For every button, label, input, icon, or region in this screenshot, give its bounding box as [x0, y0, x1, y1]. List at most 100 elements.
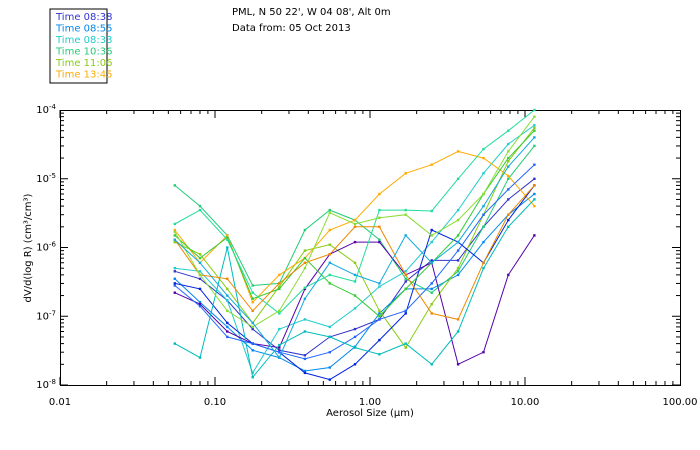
- data-point: [456, 249, 460, 252]
- data-point: [404, 234, 407, 237]
- data-point: [507, 150, 510, 153]
- data-point: [353, 225, 357, 228]
- data-point: [173, 184, 176, 187]
- data-point: [303, 287, 307, 291]
- data-point: [430, 163, 433, 166]
- data-point: [251, 309, 254, 312]
- data-point: [173, 267, 176, 270]
- data-point: [533, 198, 536, 201]
- y-axis-label: dV/d(log R) (cm³/cm³): [23, 193, 34, 302]
- data-point: [198, 301, 202, 304]
- legend-entry: Time 08:33: [55, 35, 112, 46]
- x-tick-label: 1.00: [359, 397, 381, 408]
- x-tick-label: 0.01: [49, 397, 71, 408]
- data-point: [278, 327, 281, 331]
- data-point: [430, 240, 433, 244]
- data-point: [173, 277, 176, 280]
- x-axis-label: Aerosol Size (μm): [326, 408, 414, 419]
- data-point: [251, 291, 254, 294]
- data-point: [430, 234, 433, 237]
- data-point: [507, 273, 510, 277]
- data-point: [456, 259, 460, 262]
- data-point: [198, 270, 202, 273]
- data-point: [226, 335, 229, 339]
- data-point: [456, 273, 460, 277]
- data-point: [303, 228, 307, 232]
- data-point: [507, 177, 510, 180]
- data-point: [173, 240, 176, 244]
- data-point: [278, 312, 281, 315]
- data-point: [353, 335, 357, 339]
- data-point: [226, 325, 229, 329]
- data-point: [328, 208, 331, 212]
- data-point: [226, 234, 229, 237]
- data-point: [507, 213, 510, 216]
- data-point: [278, 343, 281, 347]
- data-point: [251, 342, 254, 345]
- data-point: [278, 346, 281, 349]
- data-point: [278, 356, 281, 359]
- data-point: [404, 312, 407, 315]
- data-point: [456, 218, 460, 222]
- series-lines: [173, 108, 536, 381]
- series-line: [174, 109, 535, 315]
- data-point: [328, 282, 331, 285]
- data-point: [533, 124, 536, 127]
- data-point: [251, 284, 254, 287]
- data-point: [378, 238, 381, 241]
- legend-box: [49, 8, 108, 84]
- data-point: [173, 342, 176, 345]
- data-point: [303, 354, 307, 357]
- data-point: [456, 267, 460, 270]
- x-tick-label: 0.10: [204, 397, 226, 408]
- data-point: [378, 309, 381, 312]
- data-point: [507, 188, 510, 191]
- data-point: [251, 321, 254, 325]
- data-point: [430, 261, 433, 264]
- data-point: [456, 363, 460, 366]
- header-location: PML, N 50 22', W 04 08', Alt 0m: [232, 7, 391, 18]
- data-point: [404, 213, 407, 216]
- data-point: [303, 267, 307, 270]
- data-point: [173, 222, 176, 226]
- data-point: [533, 234, 536, 237]
- data-point: [226, 294, 229, 297]
- data-point: [378, 338, 381, 342]
- data-point: [430, 259, 433, 262]
- data-point: [353, 261, 357, 264]
- data-point: [404, 273, 407, 277]
- series-12: [173, 108, 536, 315]
- data-point: [328, 351, 331, 354]
- data-point: [482, 192, 485, 196]
- data-point: [404, 280, 407, 283]
- y-tick-labels: 10-8 10-7 10-6 10-5 10-4: [36, 103, 56, 391]
- data-point: [353, 273, 357, 277]
- data-point: [533, 163, 536, 166]
- data-point: [173, 230, 176, 233]
- data-point: [482, 240, 485, 244]
- data-point: [226, 321, 229, 325]
- data-point: [198, 261, 202, 264]
- x-tick-labels: 0.01 0.10 1.00 10.00 100.00: [49, 397, 698, 408]
- data-point: [456, 234, 460, 237]
- data-point: [533, 204, 536, 208]
- data-point: [226, 287, 229, 291]
- data-point: [507, 218, 510, 222]
- data-point: [198, 253, 202, 256]
- data-point: [328, 335, 331, 339]
- data-point: [378, 312, 381, 315]
- data-point: [456, 150, 460, 153]
- data-point: [482, 213, 485, 216]
- data-point: [226, 236, 229, 239]
- series-10: [173, 198, 536, 379]
- data-point: [353, 280, 357, 283]
- data-point: [173, 282, 176, 285]
- data-point: [198, 256, 202, 260]
- series-14: [173, 115, 536, 329]
- legend-entry: Time 08:38: [55, 12, 112, 23]
- data-point: [430, 209, 433, 213]
- data-point: [251, 349, 254, 352]
- data-point: [378, 208, 381, 212]
- data-point: [378, 315, 381, 318]
